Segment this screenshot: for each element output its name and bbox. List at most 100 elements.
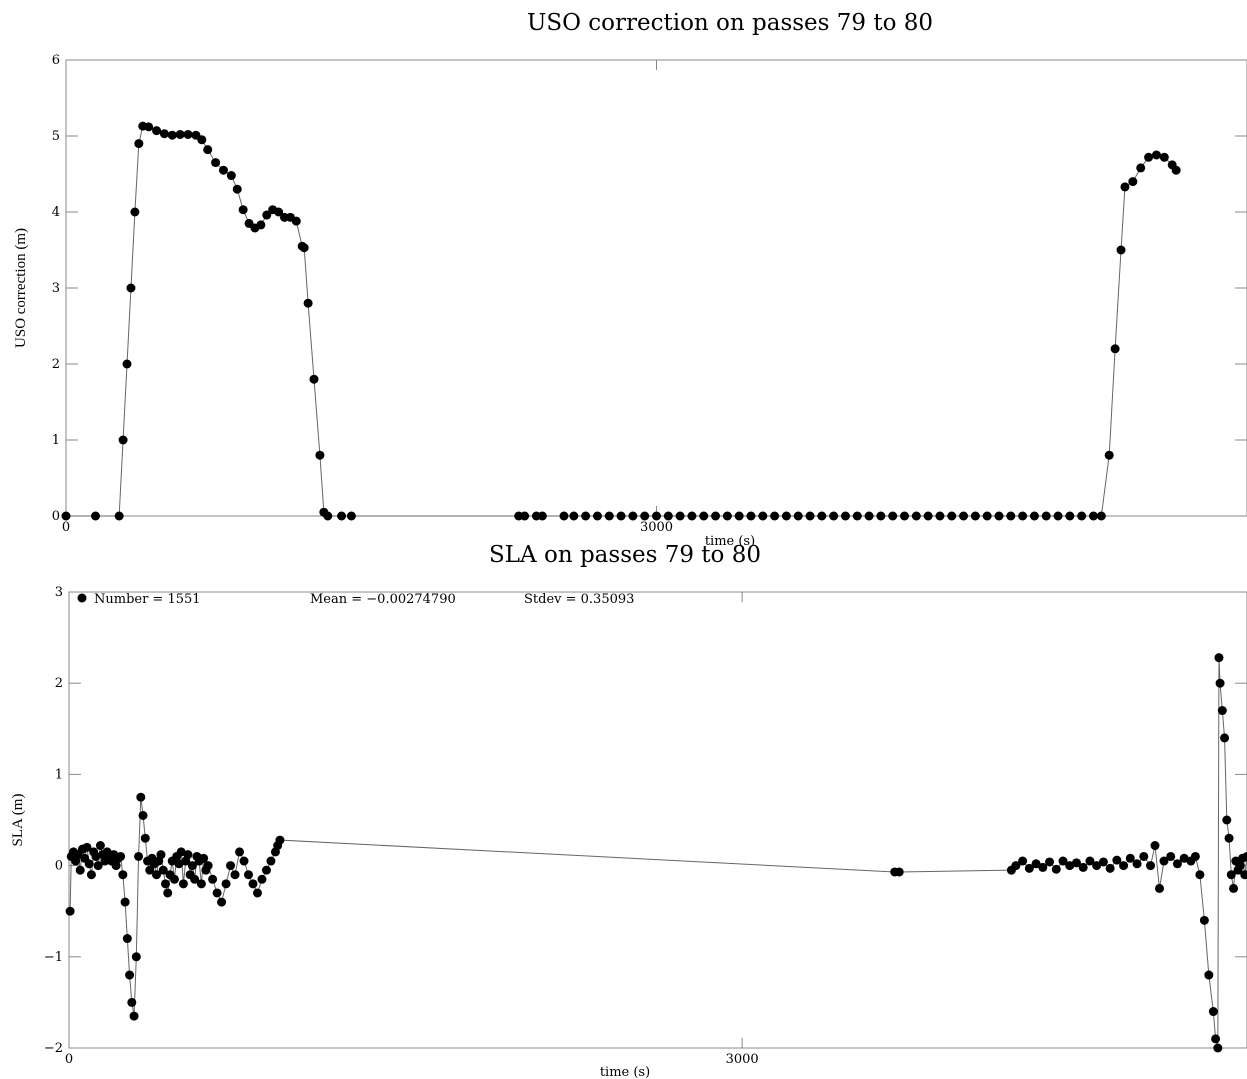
uso-data-point [722,511,732,521]
sla-data-point [178,879,188,889]
uso-data-point [1120,182,1130,192]
sla-data-point [221,879,231,889]
sla-data-point [91,851,101,861]
sla-data-point [127,997,137,1007]
sla-data-point [136,792,146,802]
stat-mean: Mean = −0.00274790 [310,592,456,607]
sla-y-tick-label: −2 [44,1041,63,1056]
sla-y-tick-label: 3 [55,585,63,600]
uso-data-point [175,129,185,139]
sla-y-tick-label: 2 [55,676,63,691]
sla-data-point [1031,859,1041,869]
uso-data-point [134,139,144,149]
sla-data-point [187,861,197,871]
sla-data-point [208,874,218,884]
sla-data-point [1159,856,1169,866]
sla-data-point [1092,861,1102,871]
sla-data-point [120,897,130,907]
sla-data-point [1038,862,1048,872]
uso-data-point [947,511,957,521]
sla-data-point [1065,861,1075,871]
uso-data-point [520,511,530,521]
sla-data-point [160,879,170,889]
sla-data-point [1098,857,1108,867]
uso-data-point [1077,511,1087,521]
uso-data-point [699,511,709,521]
sla-data-point [122,934,132,944]
sla-data-point [199,853,209,863]
sla-x-tick-label: 3000 [726,1052,759,1067]
uso-y-label: USO correction (m) [13,228,29,348]
uso-data-point [346,511,356,521]
sla-data-point [894,867,904,877]
uso-data-point [218,165,228,175]
uso-data-point [770,511,780,521]
uso-data-point [793,511,803,521]
legend-number: Number = 1551 [94,592,201,607]
uso-y-tick-label: 0 [52,509,60,524]
sla-legend: Number = 1551 Mean = −0.00274790 Stdev =… [77,592,634,607]
uso-data-point [911,511,921,521]
sla-data-point [1226,870,1236,880]
sla-data-point [176,847,186,857]
uso-data-point [183,129,193,139]
sla-data-point [125,970,135,980]
uso-data-point [1128,177,1138,187]
sla-data-point [1146,861,1156,871]
sla-data-point [217,897,227,907]
uso-data-point [211,158,221,168]
sla-data-point [1071,858,1081,868]
sla-plot-frame [68,591,1247,1049]
sla-data-point [118,870,128,880]
uso-data-point [1151,150,1161,160]
uso-y-tick-label: 2 [52,357,60,372]
sla-data-point [169,874,179,884]
uso-data-point [1171,165,1181,175]
uso-data-point [923,511,933,521]
sla-data-point [93,861,103,871]
uso-data-point [1144,152,1154,162]
sla-data-point [95,841,105,851]
sla-y-label: SLA (m) [10,794,26,847]
uso-data-point [203,145,213,155]
sla-data-point [1058,856,1068,866]
uso-data-point [970,511,980,521]
uso-data-point [982,511,992,521]
uso-data-point [1110,344,1120,354]
sla-data-point [1085,856,1095,866]
sla-data-point [1190,851,1200,861]
uso-data-point [1065,511,1075,521]
uso-data-point [126,283,136,293]
uso-data-point [711,511,721,521]
sla-data-point [226,861,236,871]
sla-data-point [1204,970,1214,980]
sla-data-point [275,835,285,845]
sla-data-point [65,906,75,916]
uso-data-point [900,511,910,521]
sla-data-point [196,879,206,889]
sla-data-point [156,850,166,860]
sla-data-point [1235,861,1245,871]
sla-data-point [84,859,94,869]
uso-x-tick-label: 3000 [640,520,673,535]
uso-data-point [781,511,791,521]
sla-data-point [140,833,150,843]
uso-data-point [315,450,325,460]
sla-data-point [174,859,184,869]
sla-series [65,653,1247,1053]
sla-y-tick-label: 0 [55,859,63,874]
uso-data-point [840,511,850,521]
uso-data-point [1104,450,1114,460]
uso-data-point [537,511,547,521]
uso-data-point [1029,511,1039,521]
uso-data-point [864,511,874,521]
uso-panel: USO correction on passes 79 to 80 0 1 2 3 4 5… [13,10,1247,549]
uso-data-point [559,511,569,521]
sla-title: SLA on passes 79 to 80 [489,542,761,568]
sla-data-point [1222,815,1232,825]
uso-data-point [675,511,685,521]
sla-data-point [1215,678,1225,688]
uso-data-point [888,511,898,521]
sla-data-point [235,847,245,857]
uso-data-point [1006,511,1016,521]
